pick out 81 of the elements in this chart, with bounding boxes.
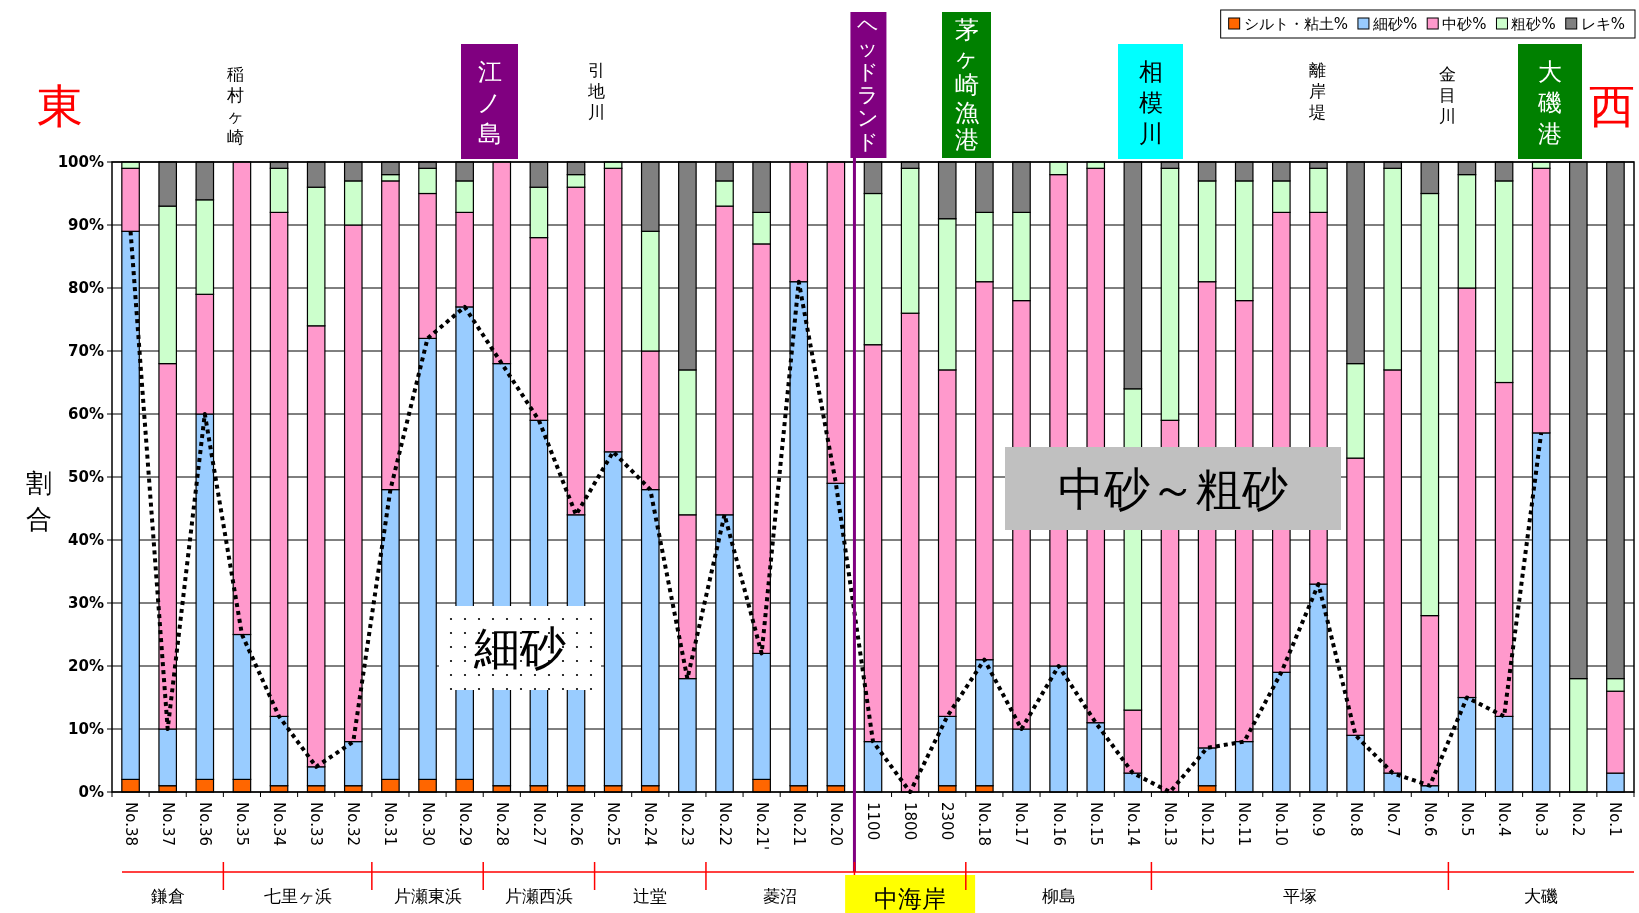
x-tick-label: No.34 bbox=[270, 802, 289, 846]
x-tick-label: No.13 bbox=[1160, 802, 1179, 846]
x-tick-label: No.27 bbox=[529, 802, 548, 846]
text: 中海岸 bbox=[874, 885, 947, 913]
x-tick-label: No.28 bbox=[492, 802, 511, 846]
text: ヘッドランド bbox=[857, 12, 880, 154]
text: 片瀬東浜 bbox=[393, 886, 462, 906]
annotation: 中砂～粗砂 bbox=[1058, 461, 1288, 516]
x-tick-label: No.22 bbox=[715, 802, 734, 846]
y-tick-label: 60% bbox=[68, 405, 104, 423]
x-tick-label: No.16 bbox=[1049, 802, 1068, 846]
x-tick-label: 1100 bbox=[864, 802, 882, 841]
x-tick-label: No.11 bbox=[1235, 802, 1254, 846]
text: 平塚 bbox=[1282, 886, 1317, 906]
x-tick-label: No.24 bbox=[641, 802, 660, 846]
y-tick-label: 80% bbox=[68, 279, 104, 297]
x-tick-label: No.23 bbox=[678, 802, 697, 846]
x-tick-label: No.3 bbox=[1532, 802, 1551, 837]
x-tick-label: No.12 bbox=[1198, 802, 1217, 846]
text: 柳島 bbox=[1041, 886, 1076, 906]
x-tick-label: No.37 bbox=[158, 802, 177, 846]
text: 七里ヶ浜 bbox=[263, 886, 332, 906]
x-tick-label: No.9 bbox=[1309, 802, 1328, 837]
x-tick-label: No.14 bbox=[1123, 802, 1142, 846]
x-tick-label: No.2 bbox=[1569, 802, 1588, 837]
y-tick-label: 100% bbox=[57, 153, 104, 171]
legend-label: レキ% bbox=[1580, 15, 1625, 33]
text: 茅ヶ崎漁港 bbox=[954, 16, 979, 155]
x-tick-label: No.4 bbox=[1495, 802, 1514, 837]
annotation: 細砂 bbox=[473, 621, 566, 675]
x-tick-label: No.25 bbox=[604, 802, 623, 846]
text: 西 bbox=[1589, 79, 1635, 133]
y-tick-label: 90% bbox=[68, 216, 104, 234]
legend-label: 細砂% bbox=[1371, 15, 1418, 33]
x-tick-label: No.17 bbox=[1012, 802, 1031, 846]
x-tick-label: No.7 bbox=[1383, 802, 1402, 837]
x-tick-label: No.5 bbox=[1457, 802, 1476, 837]
text: 菱沼 bbox=[763, 886, 798, 906]
y-axis-title: 割合 bbox=[26, 468, 52, 534]
text: 片瀬西浜 bbox=[504, 886, 573, 906]
y-tick-label: 30% bbox=[68, 594, 104, 612]
x-tick-label: No.35 bbox=[232, 802, 251, 846]
x-tick-label: No.21 bbox=[789, 802, 808, 846]
x-tick-label: No.33 bbox=[307, 802, 326, 846]
text: 金目川 bbox=[1438, 64, 1456, 126]
x-tick-label: No.38 bbox=[121, 802, 140, 846]
text: 稲村ヶ崎 bbox=[225, 64, 244, 147]
y-tick-label: 50% bbox=[68, 468, 104, 486]
y-tick-label: 0% bbox=[78, 783, 104, 801]
text: 大磯港 bbox=[1537, 57, 1562, 148]
y-tick-label: 10% bbox=[68, 720, 104, 738]
text: 鎌倉 bbox=[150, 886, 185, 906]
text: 東 bbox=[37, 79, 83, 133]
y-tick-label: 20% bbox=[68, 657, 104, 675]
x-tick-label: No.26 bbox=[567, 802, 586, 846]
text: 引地川 bbox=[586, 60, 605, 122]
x-tick-label: No.20 bbox=[826, 802, 845, 846]
x-tick-label: No.8 bbox=[1346, 802, 1365, 837]
x-tick-label: No.15 bbox=[1086, 802, 1105, 846]
x-tick-label: No.36 bbox=[195, 802, 214, 846]
x-tick-label: 1800 bbox=[901, 802, 920, 841]
x-tick-label: No.31 bbox=[381, 802, 400, 846]
text: 離岸堤 bbox=[1307, 60, 1326, 122]
y-tick-label: 70% bbox=[68, 342, 104, 360]
x-tick-label: No.29 bbox=[455, 802, 474, 846]
text: 大磯 bbox=[1524, 886, 1559, 906]
text: 相模川 bbox=[1138, 57, 1163, 148]
legend-label: 中砂% bbox=[1442, 15, 1487, 33]
x-tick-label: No.18 bbox=[975, 802, 994, 846]
x-tick-label: No.1 bbox=[1606, 802, 1625, 837]
x-tick-label: No.10 bbox=[1272, 802, 1291, 846]
x-tick-label: 2300 bbox=[938, 802, 957, 841]
text: 辻堂 bbox=[633, 886, 668, 906]
y-tick-label: 40% bbox=[68, 531, 104, 549]
x-tick-label: No.32 bbox=[344, 802, 363, 846]
x-tick-label: No.21' bbox=[752, 802, 771, 851]
legend-label: 粗砂% bbox=[1511, 15, 1556, 33]
legend-label: シルト・粘土% bbox=[1243, 15, 1348, 33]
x-tick-label: No.30 bbox=[418, 802, 437, 846]
text: 江ノ島 bbox=[477, 57, 502, 148]
x-tick-label: No.6 bbox=[1420, 802, 1439, 837]
